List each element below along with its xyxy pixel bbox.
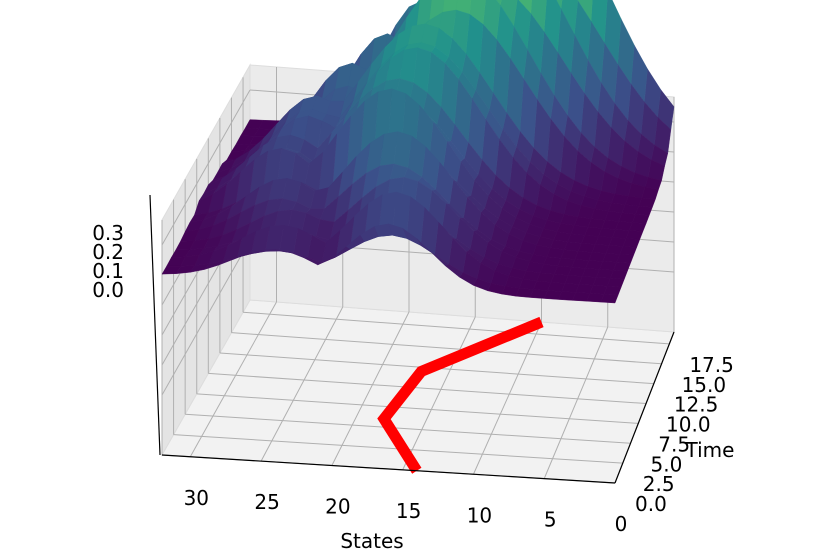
z-axis-line <box>149 194 161 456</box>
grid-line <box>243 311 670 345</box>
tick-labels: 30 25 20 15 10 5 00.02.55.07.510.012.515.017.5… <box>92 221 734 536</box>
z-tick-label: 0.0 <box>92 278 124 302</box>
z-tick-label: 0.1 <box>92 259 124 283</box>
y-tick-label: 2.5 <box>643 472 675 496</box>
x-tick-label: 10 <box>467 503 492 527</box>
grid-line <box>196 393 639 424</box>
y-axis-label: Time <box>685 438 735 462</box>
grid-line <box>161 239 251 396</box>
surface-facet <box>495 0 502 6</box>
x-axis-label: States <box>340 529 403 552</box>
grid-line <box>185 413 631 444</box>
x-axis-line <box>161 454 616 484</box>
trajectory-line <box>377 316 544 474</box>
surface-facet <box>161 266 182 275</box>
grid-line <box>472 321 542 475</box>
x-tick-label: 30 <box>184 486 209 510</box>
z-tick-label: 0.3 <box>92 221 124 245</box>
grid-line <box>260 306 344 462</box>
density-surface <box>161 0 675 304</box>
surface-facet <box>556 0 563 10</box>
grid-line <box>208 372 647 405</box>
y-tick-label: 17.5 <box>689 353 734 377</box>
axis-lines <box>149 194 675 484</box>
y-axis-line <box>614 331 675 484</box>
floor-pane <box>161 299 675 484</box>
grid-line <box>331 311 410 466</box>
x-tick-label: 25 <box>254 490 279 514</box>
y-tick-label: 12.5 <box>674 393 719 417</box>
grid-line <box>543 326 609 479</box>
grid-line <box>161 89 251 246</box>
grid-line <box>231 332 662 365</box>
x-tick-label: 5 <box>544 508 557 532</box>
y-tick-label: 10.0 <box>666 413 711 437</box>
x-tick-label: 20 <box>325 495 350 519</box>
y-tick-label: 15.0 <box>682 373 727 397</box>
y-tick-label: 7.5 <box>658 432 690 456</box>
y-tick-label: 5.0 <box>651 452 683 476</box>
y-tick-label: 0.0 <box>635 492 667 516</box>
grid-line <box>189 301 277 457</box>
z-tick-label: 0.2 <box>92 240 124 264</box>
x-tick-label: 0 <box>615 512 628 536</box>
x-tick-label: 15 <box>396 499 421 523</box>
grid-line <box>402 316 476 471</box>
trajectory-layer <box>377 316 544 474</box>
